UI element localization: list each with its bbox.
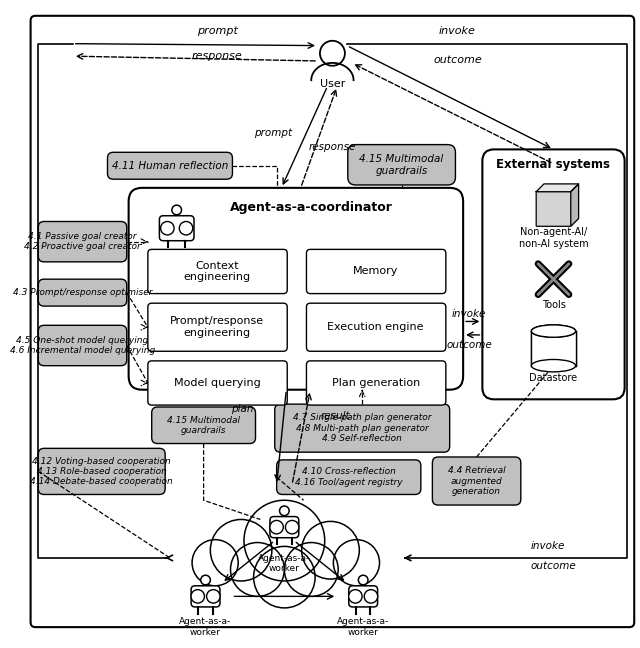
Circle shape [364, 590, 378, 603]
Ellipse shape [531, 325, 575, 337]
Text: Model querying: Model querying [173, 378, 260, 388]
Text: prompt: prompt [254, 128, 292, 138]
Text: Context
engineering: Context engineering [184, 260, 251, 283]
Polygon shape [531, 331, 575, 365]
FancyBboxPatch shape [348, 145, 456, 185]
Circle shape [284, 542, 338, 596]
Circle shape [172, 205, 182, 214]
Text: User: User [320, 79, 345, 89]
Circle shape [201, 575, 211, 585]
FancyBboxPatch shape [108, 152, 232, 179]
FancyBboxPatch shape [275, 404, 450, 452]
Circle shape [285, 520, 299, 534]
Circle shape [207, 590, 220, 603]
Text: 4.10 Cross-reflection
4.16 Tool/agent registry: 4.10 Cross-reflection 4.16 Tool/agent re… [295, 467, 403, 487]
FancyBboxPatch shape [148, 361, 287, 405]
Circle shape [253, 546, 315, 608]
Circle shape [179, 222, 193, 235]
FancyBboxPatch shape [38, 448, 165, 494]
FancyBboxPatch shape [129, 188, 463, 389]
Circle shape [230, 542, 284, 596]
Text: plan: plan [231, 404, 253, 414]
FancyBboxPatch shape [270, 516, 299, 538]
Ellipse shape [531, 360, 575, 372]
Text: Memory: Memory [353, 266, 398, 277]
FancyBboxPatch shape [152, 407, 255, 443]
Text: 4.11 Human reflection: 4.11 Human reflection [112, 161, 228, 170]
Bar [531, 331, 575, 365]
Text: invoke: invoke [531, 541, 564, 551]
Text: invoke: invoke [452, 308, 486, 319]
Circle shape [320, 41, 345, 66]
Text: Agent-as-a-coordinator: Agent-as-a-coordinator [230, 201, 393, 214]
Circle shape [280, 506, 289, 516]
FancyBboxPatch shape [191, 586, 220, 607]
FancyBboxPatch shape [38, 222, 127, 262]
Circle shape [349, 590, 362, 603]
FancyBboxPatch shape [483, 150, 625, 399]
Text: 4.12 Voting-based cooperation
4.13 Role-based cooperation
4.14 Debate-based coop: 4.12 Voting-based cooperation 4.13 Role-… [30, 456, 173, 486]
Polygon shape [571, 184, 579, 226]
Text: Non-agent-AI/
non-AI system: Non-agent-AI/ non-AI system [518, 227, 588, 249]
Text: invoke: invoke [439, 26, 476, 36]
Text: outcome: outcome [531, 561, 576, 571]
Text: response: response [308, 143, 356, 152]
Circle shape [191, 590, 204, 603]
FancyBboxPatch shape [31, 16, 634, 627]
Text: External systems: External systems [497, 158, 611, 171]
FancyBboxPatch shape [276, 460, 421, 494]
FancyBboxPatch shape [38, 279, 127, 306]
FancyBboxPatch shape [307, 249, 446, 294]
Text: 4.5 One-shot model querying
4.6 Incremental model querying: 4.5 One-shot model querying 4.6 Incremen… [10, 336, 155, 355]
Text: Execution engine: Execution engine [328, 322, 424, 332]
Text: Prompt/response
engineering: Prompt/response engineering [170, 316, 264, 338]
Text: Tools: Tools [541, 300, 565, 310]
Text: Datastore: Datastore [529, 373, 577, 383]
Text: outcome: outcome [446, 340, 492, 349]
FancyBboxPatch shape [159, 216, 194, 240]
FancyBboxPatch shape [148, 249, 287, 294]
Circle shape [270, 520, 284, 534]
Circle shape [192, 540, 238, 586]
Text: 4.3 Prompt/response optimiser: 4.3 Prompt/response optimiser [13, 288, 152, 297]
Text: 4.15 Multimodal
guardrails: 4.15 Multimodal guardrails [167, 415, 240, 435]
FancyBboxPatch shape [349, 586, 378, 607]
Polygon shape [536, 184, 579, 192]
FancyBboxPatch shape [148, 303, 287, 351]
FancyBboxPatch shape [307, 361, 446, 405]
Text: result: result [321, 411, 351, 421]
Text: outcome: outcome [433, 55, 482, 65]
Circle shape [358, 575, 368, 585]
Text: Agent-as-a-
worker: Agent-as-a- worker [179, 618, 232, 637]
Circle shape [244, 500, 324, 581]
Circle shape [301, 522, 359, 579]
FancyBboxPatch shape [307, 303, 446, 351]
Text: prompt: prompt [196, 26, 237, 36]
FancyBboxPatch shape [38, 325, 127, 365]
Circle shape [333, 540, 380, 586]
FancyBboxPatch shape [433, 457, 521, 505]
Text: 4.1 Passive goal creator
4.2 Proactive goal creator: 4.1 Passive goal creator 4.2 Proactive g… [24, 232, 141, 251]
Text: Plan generation: Plan generation [332, 378, 420, 388]
FancyBboxPatch shape [536, 192, 571, 226]
Ellipse shape [531, 325, 575, 337]
Text: 4.7 Single-path plan generator
4.8 Multi-path plan generator
4.9 Self-reflection: 4.7 Single-path plan generator 4.8 Multi… [293, 413, 431, 443]
Circle shape [211, 520, 272, 581]
Text: Agent-as-a-
worker: Agent-as-a- worker [337, 618, 389, 637]
Text: Agent-as-a-
worker: Agent-as-a- worker [258, 554, 310, 573]
Text: response: response [192, 51, 243, 61]
Text: 4.4 Retrieval
augmented
generation: 4.4 Retrieval augmented generation [448, 466, 506, 496]
Circle shape [161, 222, 174, 235]
Text: 4.15 Multimodal
guardrails: 4.15 Multimodal guardrails [360, 154, 444, 176]
